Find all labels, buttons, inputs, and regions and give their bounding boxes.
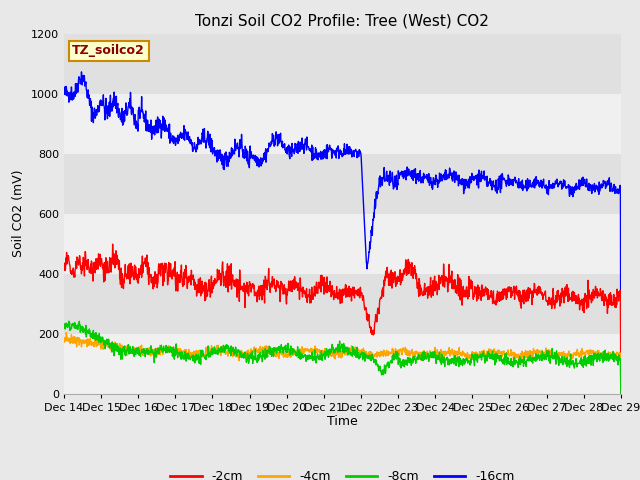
Bar: [64, 214, 621, 274]
Bar: [64, 334, 621, 394]
Y-axis label: Soil CO2 (mV): Soil CO2 (mV): [12, 170, 26, 257]
Title: Tonzi Soil CO2 Profile: Tree (West) CO2: Tonzi Soil CO2 Profile: Tree (West) CO2: [195, 13, 490, 28]
Bar: [64, 94, 621, 154]
Legend: -2cm, -4cm, -8cm, -16cm: -2cm, -4cm, -8cm, -16cm: [165, 465, 520, 480]
X-axis label: Time: Time: [327, 415, 358, 429]
Text: TZ_soilco2: TZ_soilco2: [72, 44, 145, 58]
